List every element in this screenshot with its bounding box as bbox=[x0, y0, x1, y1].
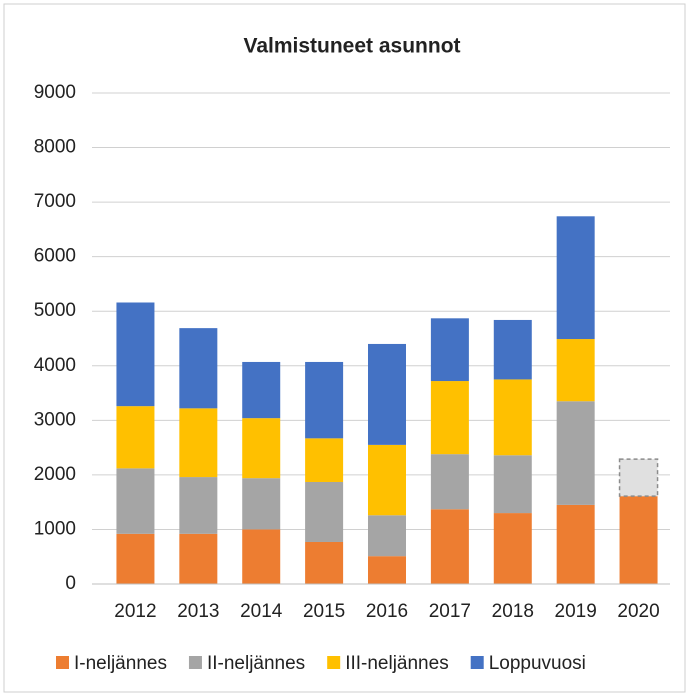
y-tick-label: 7000 bbox=[34, 191, 76, 212]
bar-segment bbox=[179, 328, 218, 409]
x-tick-label: 2018 bbox=[492, 601, 534, 622]
bar-segment bbox=[242, 478, 281, 530]
legend-swatch bbox=[327, 656, 341, 669]
legend-swatch bbox=[188, 656, 202, 669]
bar-segment bbox=[368, 515, 406, 557]
bar-segment bbox=[305, 361, 344, 439]
legend-swatch bbox=[56, 656, 69, 669]
bar-segment bbox=[116, 406, 155, 469]
bar-segment bbox=[179, 533, 218, 584]
bar-segment bbox=[242, 361, 281, 419]
x-tick-label: 2019 bbox=[555, 601, 597, 622]
bar-segment bbox=[305, 541, 344, 584]
bar-segment bbox=[305, 438, 344, 482]
x-tick-label: 2015 bbox=[303, 601, 345, 622]
x-tick-label: 2017 bbox=[429, 601, 471, 622]
bar-segment bbox=[242, 418, 281, 479]
legend-label: I-neljännes bbox=[74, 653, 167, 674]
bar-segment bbox=[368, 444, 406, 516]
y-tick-label: 2000 bbox=[34, 464, 76, 485]
y-tick-label: 6000 bbox=[34, 246, 76, 267]
bar-segment bbox=[430, 454, 469, 510]
bar-segment bbox=[556, 216, 595, 340]
legend-swatch bbox=[470, 656, 484, 669]
x-tick-label: 2012 bbox=[114, 601, 156, 622]
legend-label: Loppuvuosi bbox=[489, 653, 586, 674]
bar-segment bbox=[116, 302, 155, 407]
x-tick-label: 2016 bbox=[366, 601, 408, 622]
bar-segment bbox=[242, 529, 281, 584]
y-tick-label: 9000 bbox=[34, 82, 76, 103]
y-tick-label: 5000 bbox=[34, 300, 76, 321]
bar-segment bbox=[368, 343, 406, 445]
bar-segment bbox=[556, 401, 595, 505]
bar-segment bbox=[179, 477, 218, 534]
bar-segment bbox=[430, 318, 469, 382]
bar-segment bbox=[493, 513, 532, 584]
y-tick-label: 1000 bbox=[34, 518, 76, 539]
bar-segment bbox=[556, 504, 595, 584]
x-tick-label: 2020 bbox=[617, 601, 659, 622]
bar-segment bbox=[493, 319, 532, 380]
legend-label: II-neljännes bbox=[207, 653, 305, 674]
bar-segment bbox=[493, 379, 532, 456]
y-tick-label: 4000 bbox=[34, 355, 76, 376]
bar-segment bbox=[305, 481, 344, 542]
chart-title: Valmistuneet asunnot bbox=[243, 35, 460, 58]
y-tick-label: 8000 bbox=[34, 137, 76, 158]
bar-segment bbox=[116, 533, 155, 584]
bar-segment bbox=[368, 556, 406, 584]
bar-segment bbox=[493, 455, 532, 514]
bar-segment bbox=[116, 468, 155, 534]
x-tick-label: 2013 bbox=[177, 601, 219, 622]
bar-segment bbox=[430, 381, 469, 455]
bar-segment bbox=[618, 458, 659, 497]
bar-segment bbox=[179, 408, 218, 478]
x-tick-label: 2014 bbox=[240, 601, 283, 622]
legend-label: III-neljännes bbox=[345, 653, 449, 674]
y-tick-label: 0 bbox=[65, 573, 76, 594]
bar-segment bbox=[430, 509, 469, 584]
bar-segment bbox=[619, 496, 658, 584]
bar-segment bbox=[556, 339, 595, 402]
y-tick-label: 3000 bbox=[34, 409, 76, 430]
